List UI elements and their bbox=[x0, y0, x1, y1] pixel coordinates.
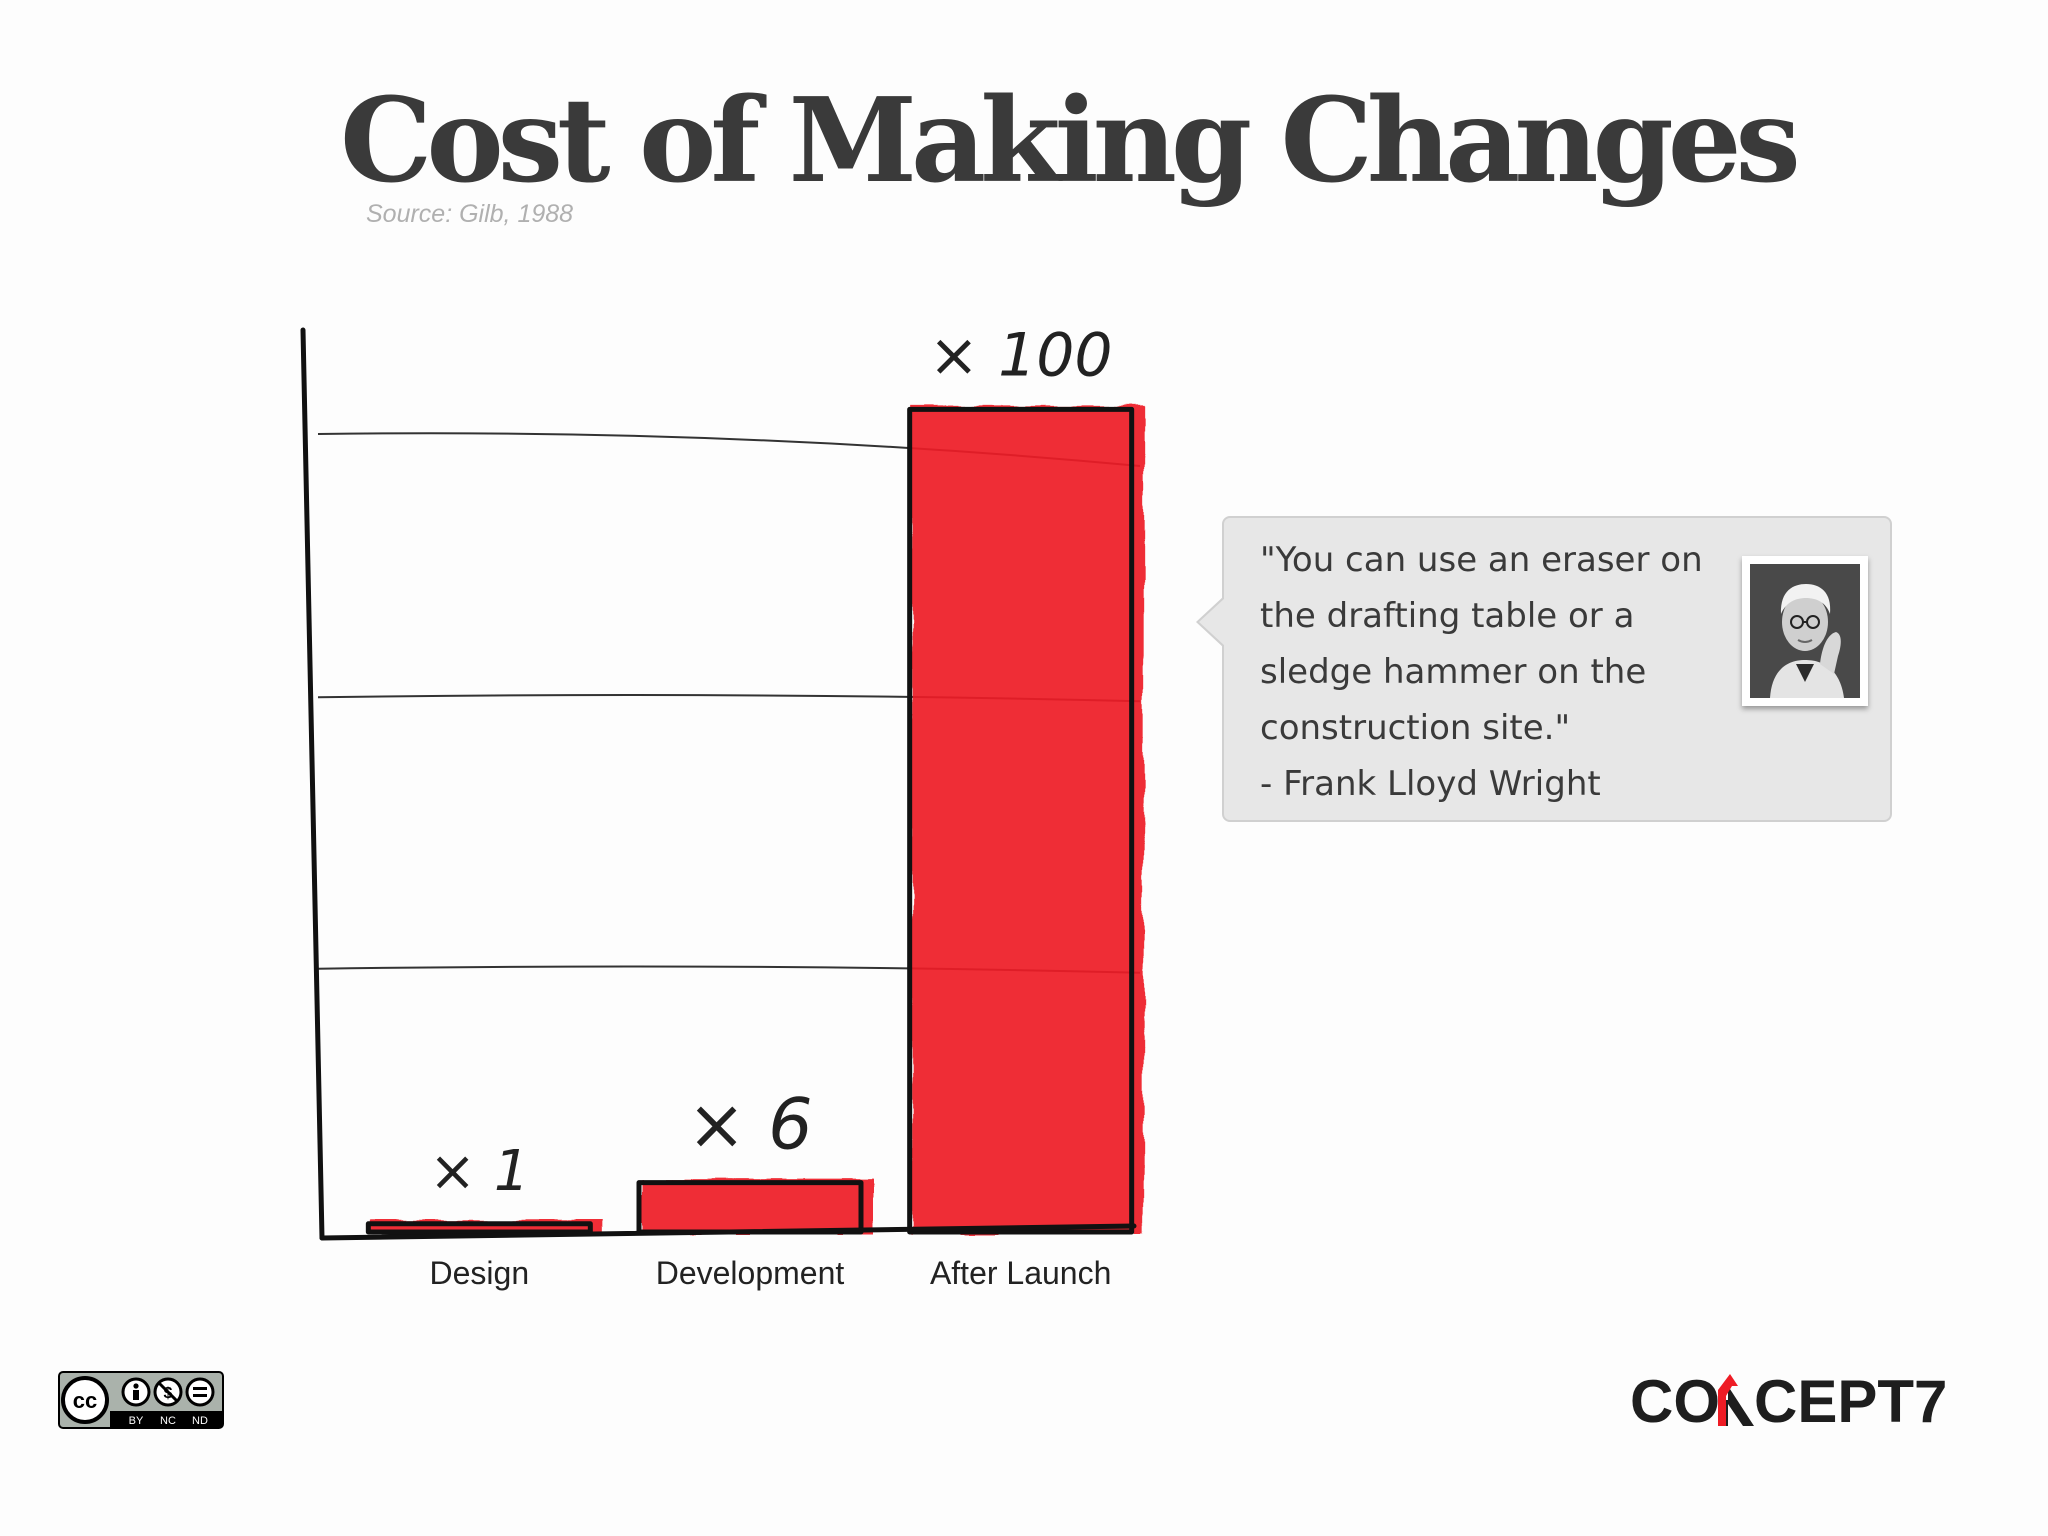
data-label: × 1 bbox=[429, 1139, 529, 1204]
bar bbox=[365, 1221, 593, 1235]
quote-body: "You can use an eraser on the drafting t… bbox=[1260, 540, 1703, 748]
bar-fill bbox=[641, 1178, 873, 1234]
data-label: × 6 bbox=[687, 1084, 812, 1166]
page-title: Cost of Making Changes bbox=[340, 73, 1801, 209]
x-axis bbox=[319, 1223, 1137, 1241]
license-nd-text: ND bbox=[192, 1415, 208, 1427]
value-labels: × 1 × 6 × 100 bbox=[429, 320, 1112, 1203]
category-labels: Design Development After Launch bbox=[430, 1255, 1112, 1291]
source-note: Source: Gilb, 1988 bbox=[366, 200, 574, 228]
creative-commons-by-nc-nd-icon: cc $ BY NC ND bbox=[58, 1371, 224, 1429]
license-nc-text: NC bbox=[160, 1415, 176, 1427]
data-label: × 100 bbox=[929, 320, 1113, 390]
axes bbox=[300, 327, 1137, 1241]
category-label: Development bbox=[656, 1255, 845, 1291]
bar-fill bbox=[911, 405, 1144, 1234]
portrait-photo-icon bbox=[1742, 556, 1868, 706]
logo-text-part2: CEPT7 bbox=[1754, 1368, 1947, 1435]
bars bbox=[365, 405, 1144, 1235]
category-label: After Launch bbox=[930, 1255, 1111, 1291]
license-by-text: BY bbox=[129, 1415, 144, 1427]
bar-chart: × 1 × 6 × 100 Design Development After Launc… bbox=[300, 320, 1144, 1291]
concept7-logo: CO CEPT7 bbox=[1630, 1366, 1950, 1436]
quote-bubble: "You can use an eraser on the drafting t… bbox=[1196, 516, 1892, 822]
logo-text-part1: CO bbox=[1630, 1368, 1720, 1435]
quote-text: "You can use an eraser on the drafting t… bbox=[1260, 532, 1730, 812]
quote-attribution: - Frank Lloyd Wright bbox=[1260, 764, 1601, 804]
category-label: Design bbox=[430, 1255, 530, 1291]
bar bbox=[907, 406, 1135, 1235]
y-axis bbox=[300, 327, 325, 1241]
license-cc-text: cc bbox=[73, 1388, 97, 1413]
